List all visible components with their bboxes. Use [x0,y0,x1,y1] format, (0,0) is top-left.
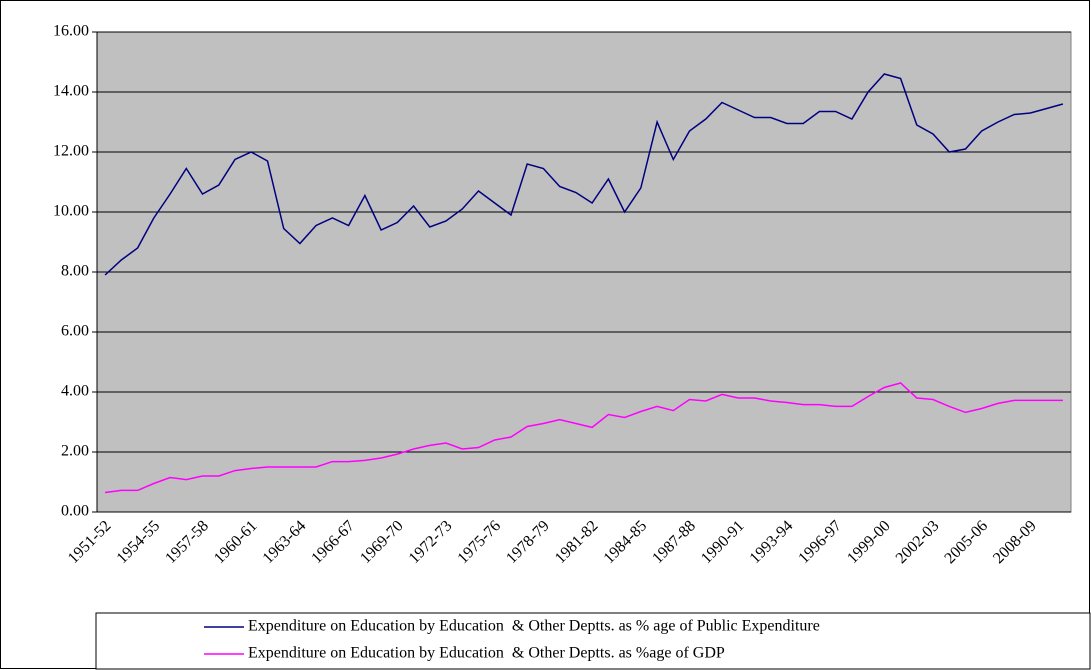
y-tick-label: 2.00 [61,443,89,460]
y-tick-label: 16.00 [53,23,89,40]
y-tick-label: 0.00 [61,503,89,520]
y-tick-label: 4.00 [61,383,89,400]
y-tick-label: 8.00 [61,263,89,280]
series-line [104,73,1064,276]
legend-box [95,612,1091,670]
legend-label: Expenditure on Education by Education & … [248,645,725,662]
series-line [105,382,1063,494]
y-tick-label: 14.00 [53,83,89,100]
y-tick-label: 6.00 [61,323,89,340]
y-tick-label: 10.00 [53,203,89,220]
legend-label: Expenditure on Education by Education & … [248,618,820,635]
y-tick-label: 12.00 [53,143,89,160]
